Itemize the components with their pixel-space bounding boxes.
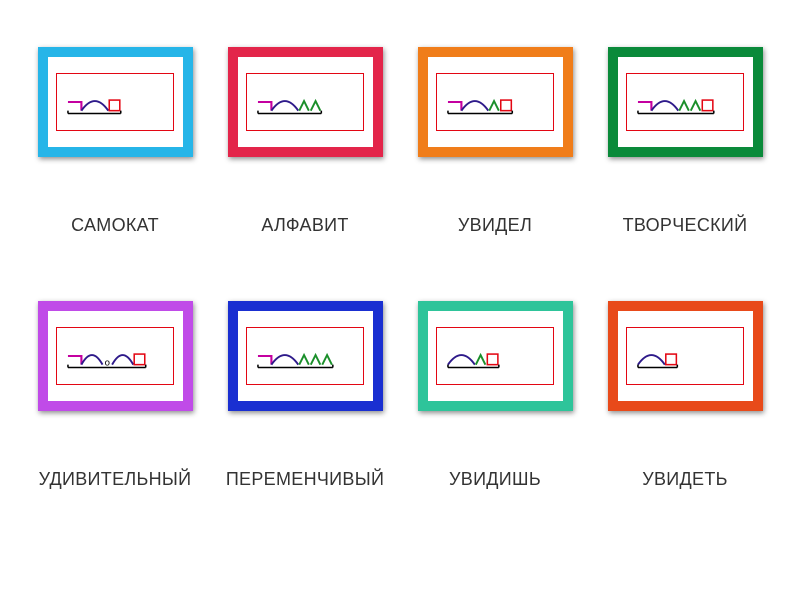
- card-label: УДИВИТЕЛЬНЫЙ: [39, 469, 192, 490]
- card-wrap: [590, 296, 780, 416]
- card-wrap: [210, 42, 400, 162]
- card-label: УВИДЕЛ: [458, 215, 532, 236]
- card[interactable]: [418, 301, 573, 411]
- diagram-box: о: [56, 327, 174, 385]
- label-wrap: УВИДЕТЬ: [590, 444, 780, 514]
- card-grid: САМОКАТ АЛФАВИТ УВИДЕЛ ТВОРЧЕСКИЙ о УДИВИТЕ…: [0, 0, 800, 550]
- card[interactable]: [608, 47, 763, 157]
- card-wrap: [20, 42, 210, 162]
- label-wrap: АЛФАВИТ: [210, 190, 400, 260]
- card-wrap: [210, 296, 400, 416]
- card-wrap: о: [20, 296, 210, 416]
- card-label: САМОКАТ: [71, 215, 159, 236]
- card[interactable]: [418, 47, 573, 157]
- label-wrap: ТВОРЧЕСКИЙ: [590, 190, 780, 260]
- diagram-box: [246, 73, 364, 131]
- diagram-box: [436, 73, 554, 131]
- card-label: ПЕРЕМЕНЧИВЫЙ: [226, 469, 384, 490]
- label-wrap: УДИВИТЕЛЬНЫЙ: [20, 444, 210, 514]
- card-wrap: [400, 296, 590, 416]
- card-label: АЛФАВИТ: [261, 215, 348, 236]
- label-wrap: ПЕРЕМЕНЧИВЫЙ: [210, 444, 400, 514]
- diagram-box: [626, 73, 744, 131]
- card-label: УВИДИШЬ: [449, 469, 541, 490]
- card-label: УВИДЕТЬ: [642, 469, 727, 490]
- label-wrap: САМОКАТ: [20, 190, 210, 260]
- label-wrap: УВИДИШЬ: [400, 444, 590, 514]
- diagram-box: [436, 327, 554, 385]
- card[interactable]: о: [38, 301, 193, 411]
- card[interactable]: [608, 301, 763, 411]
- card-wrap: [590, 42, 780, 162]
- card-wrap: [400, 42, 590, 162]
- card[interactable]: [228, 301, 383, 411]
- label-wrap: УВИДЕЛ: [400, 190, 590, 260]
- card[interactable]: [228, 47, 383, 157]
- diagram-box: [626, 327, 744, 385]
- card[interactable]: [38, 47, 193, 157]
- diagram-box: [246, 327, 364, 385]
- diagram-box: [56, 73, 174, 131]
- card-label: ТВОРЧЕСКИЙ: [623, 215, 748, 236]
